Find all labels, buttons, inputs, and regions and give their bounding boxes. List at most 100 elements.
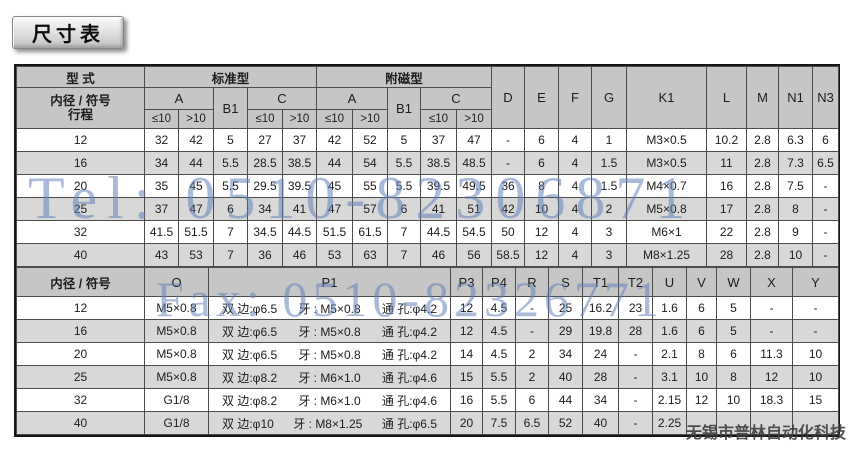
magnetic-value-cell: 44: [316, 151, 353, 175]
header-standard-type: 标准型: [144, 66, 317, 88]
dimension-value-cell: 12: [450, 296, 483, 320]
standard-value-cell: 34: [247, 197, 283, 221]
standard-value-cell: 5.5: [213, 174, 248, 198]
p1-through: 通 孔:φ4.2: [381, 347, 437, 362]
bore-cell: 32: [16, 388, 145, 412]
p1-cell: 双 边:φ8.2 牙 : M6×1.0 通 孔:φ4.6: [208, 365, 451, 389]
header-bore-label: 内径 / 符号: [50, 94, 111, 108]
magnetic-value-cell: 54.5: [456, 220, 492, 244]
column-header-A-std: A: [144, 87, 214, 110]
dimension-value-cell: 4: [558, 220, 592, 244]
magnetic-value-cell: 7: [387, 220, 421, 244]
header-bore-symbol: 内径 / 符号: [16, 267, 145, 297]
dimension-value-cell: 3.1: [652, 365, 687, 389]
p1-cell: 双 边:φ6.5 牙 : M5×0.8 通 孔:φ4.2: [208, 319, 451, 343]
dimension-value-cell: 8: [524, 174, 559, 198]
dimension-value-cell: 4: [558, 151, 592, 175]
magnetic-value-cell: 49.5: [456, 174, 492, 198]
port-thread-cell: G1/8: [144, 411, 209, 435]
port-thread-cell: M5×0.8: [144, 365, 209, 389]
dimension-value-cell: [750, 411, 793, 435]
dimension-value-cell: -: [618, 388, 653, 412]
standard-value-cell: 35: [144, 174, 179, 198]
p1-side: 双 边:φ6.5: [222, 301, 278, 316]
magnetic-value-cell: 54: [352, 151, 388, 175]
dimension-table-main: 型 式 标准型 附磁型 D E F G K1 L M N1 N3 内径 / 符号…: [16, 66, 839, 267]
magnetic-value-cell: 47: [316, 197, 353, 221]
dimension-value-cell: 1.6: [652, 319, 687, 343]
header-stroke-label: 行程: [67, 108, 93, 122]
dimension-value-cell: 6: [716, 342, 751, 366]
dimension-value-cell: 6: [686, 296, 717, 320]
dimension-value-cell: 2.15: [652, 388, 687, 412]
magnetic-value-cell: 42: [316, 128, 353, 152]
column-header-P3: P3: [450, 267, 483, 297]
magnetic-value-cell: 41: [420, 197, 457, 221]
dimension-value-cell: 5.5: [482, 365, 516, 389]
p1-thread: 牙 : M6×1.0: [298, 370, 361, 385]
dimension-value-cell: -: [812, 174, 839, 198]
standard-value-cell: 32: [144, 128, 179, 152]
column-header-U: U: [652, 267, 687, 297]
dimension-value-cell: -: [792, 296, 839, 320]
p1-thread: 牙 : M5×0.8: [298, 301, 361, 316]
standard-value-cell: 42: [178, 128, 214, 152]
p1-detail: 双 边:φ10 牙 : M8×1.25 通 孔:φ6.5: [210, 415, 450, 432]
dimension-value-cell: 10: [778, 243, 813, 267]
p1-detail: 双 边:φ6.5 牙 : M5×0.8 通 孔:φ4.2: [210, 300, 450, 317]
standard-value-cell: 41.5: [144, 220, 179, 244]
dimension-value-cell: 7.5: [778, 174, 813, 198]
dimension-value-cell: 25: [548, 296, 583, 320]
column-header-A-mag: A: [316, 87, 388, 110]
magnetic-value-cell: 39.5: [420, 174, 457, 198]
column-header-K1: K1: [626, 66, 707, 129]
dimension-value-cell: 12: [524, 220, 559, 244]
dimension-value-cell: 8: [716, 365, 751, 389]
dimension-value-cell: 16: [706, 174, 747, 198]
dimension-value-cell: 3: [591, 220, 627, 244]
column-header-N1: N1: [778, 66, 813, 129]
dimension-value-cell: 10: [686, 365, 717, 389]
dimension-value-cell: 36: [491, 174, 525, 198]
p1-side: 双 边:φ6.5: [222, 324, 278, 339]
column-header-B1-mag: B1: [387, 87, 421, 129]
header-row-letters: 内径 / 符号 行程 A B1 C A B1 C: [16, 87, 839, 129]
dimension-value-cell: 4: [558, 243, 592, 267]
dimension-value-cell: 6.3: [778, 128, 813, 152]
standard-value-cell: 53: [178, 243, 214, 267]
port-thread-cell: M5×0.8: [144, 296, 209, 320]
dimension-value-cell: 2: [591, 197, 627, 221]
dimension-value-cell: [792, 411, 839, 435]
column-header-M: M: [746, 66, 779, 129]
dimension-value-cell: 5: [716, 319, 751, 343]
dimension-value-cell: 29: [548, 319, 583, 343]
column-header-D: D: [491, 66, 525, 129]
magnetic-value-cell: 48.5: [456, 151, 492, 175]
stroke-gt10-header: >10: [178, 109, 214, 129]
dimension-value-cell: -: [812, 220, 839, 244]
dimension-value-cell: 42: [491, 197, 525, 221]
table-row: 40 G1/8 双 边:φ10 牙 : M8×1.25 通 孔:φ6.5 20 7.5 6.5…: [16, 411, 839, 435]
dimension-value-cell: 2.1: [652, 342, 687, 366]
page-title: 尺寸表: [12, 16, 124, 49]
dimension-value-cell: [686, 411, 717, 435]
dimension-value-cell: 2.8: [746, 220, 779, 244]
standard-value-cell: 37: [144, 197, 179, 221]
p1-side: 双 边:φ8.2: [222, 370, 278, 385]
magnetic-value-cell: 5.5: [387, 151, 421, 175]
dimension-value-cell: M8×1.25: [626, 243, 707, 267]
standard-value-cell: 5.5: [213, 151, 248, 175]
p1-detail: 双 边:φ6.5 牙 : M5×0.8 通 孔:φ4.2: [210, 323, 450, 340]
dimension-value-cell: 6.5: [515, 411, 549, 435]
magnetic-value-cell: 51: [456, 197, 492, 221]
dimension-value-cell: 11.3: [750, 342, 793, 366]
p1-detail: 双 边:φ6.5 牙 : M5×0.8 通 孔:φ4.2: [210, 346, 450, 363]
dimension-value-cell: 40: [582, 411, 619, 435]
table-row: 20 35 45 5.5 29.5 39.5 45 55 5.5 39.5 49.5 36 8 4 1.5 M…: [16, 174, 839, 198]
table-row: 40 43 53 7 36 46 53 63 7 46 56 58.5 12 4 3 M8×1.25 28 2.8…: [16, 243, 839, 267]
table-row: 16 34 44 5.5 28.5 38.5 44 54 5.5 38.5 48.5-6 4 1.5 M3…: [16, 151, 839, 175]
dimension-value-cell: 10.2: [706, 128, 747, 152]
magnetic-value-cell: 63: [352, 243, 388, 267]
dimension-value-cell: 5.5: [482, 388, 516, 412]
standard-value-cell: 34.5: [247, 220, 283, 244]
